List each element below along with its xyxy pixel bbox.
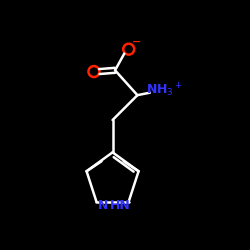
Text: HN: HN: [110, 199, 130, 212]
Text: −: −: [132, 37, 141, 47]
Text: N: N: [98, 199, 108, 212]
Text: NH$_3$$^+$: NH$_3$$^+$: [146, 82, 183, 99]
